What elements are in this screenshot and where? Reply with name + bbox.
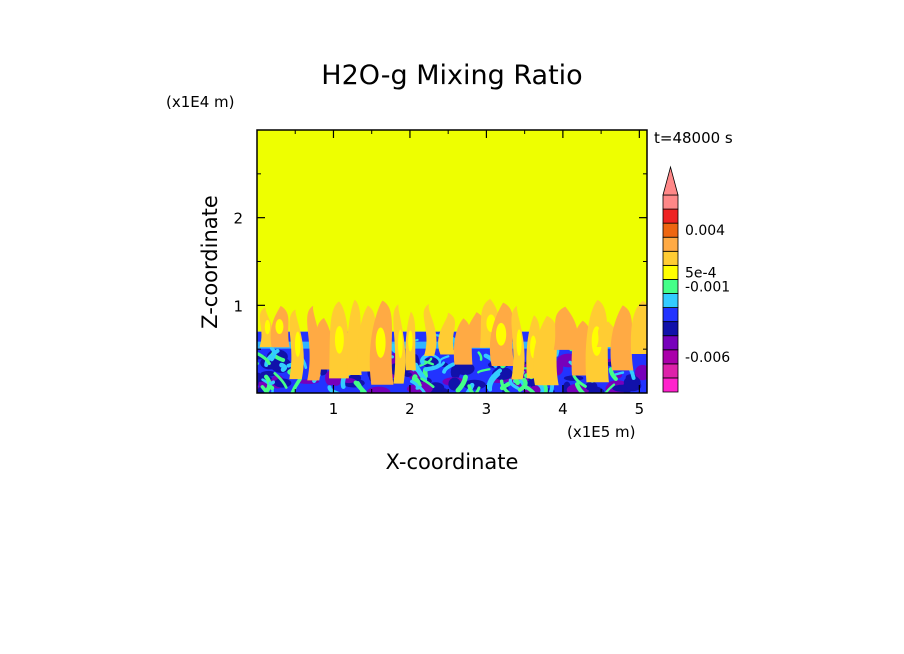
- field-blob: [585, 381, 598, 391]
- field-filament: [418, 385, 427, 393]
- field-filament: [613, 371, 625, 376]
- field-filament: [572, 374, 587, 388]
- field-filament: [486, 368, 503, 390]
- field-filament: [269, 385, 275, 391]
- field-filament: [608, 367, 618, 382]
- field-filament: [327, 385, 341, 393]
- field-filament: [467, 384, 475, 393]
- field-blob: [366, 386, 391, 393]
- field-filament: [524, 385, 536, 393]
- field-filament: [574, 382, 586, 393]
- field-filament: [410, 379, 419, 390]
- field-plume: [610, 305, 634, 371]
- x-scale-label: (x1E5 m): [567, 423, 636, 441]
- field-blob: [260, 370, 277, 377]
- colorbar: 0.004 5e-4-0.001 -0.006: [662, 165, 730, 393]
- y-tick-label: 1: [233, 297, 243, 315]
- axis-ticks: 1 2 3 4 5 1 2: [233, 130, 647, 418]
- field-blob: [635, 364, 647, 381]
- field-filament: [508, 378, 520, 390]
- colorbar-level: [662, 293, 679, 308]
- y-axis-label: Z-coordinate: [198, 195, 222, 329]
- field-blob: [450, 364, 461, 380]
- field-plume: [553, 306, 579, 350]
- field-blob: [440, 388, 449, 393]
- field-filament: [465, 382, 475, 393]
- field-blob: [623, 375, 641, 390]
- field-plume: [630, 300, 647, 355]
- x-tick-label: 2: [405, 400, 415, 418]
- field-plume-core: [398, 329, 403, 359]
- field-plume: [533, 315, 559, 386]
- colorbar-level: [662, 307, 679, 323]
- chart-title: H2O-g Mixing Ratio: [321, 60, 582, 91]
- field-filament: [517, 377, 528, 392]
- x-tick-label: 4: [558, 400, 568, 418]
- time-label: t=48000 s: [654, 129, 733, 147]
- field-filament: [424, 363, 441, 372]
- colorbar-level: [662, 194, 679, 210]
- field-filament: [442, 362, 455, 374]
- field-plume-core: [516, 329, 522, 356]
- colorbar-extend-arrow: [662, 165, 679, 196]
- field-filament: [604, 383, 616, 393]
- colorbar-level: [662, 250, 679, 266]
- colorbar-label: -0.006: [685, 350, 730, 366]
- x-tick-label: 5: [635, 400, 645, 418]
- x-axis-label: X-coordinate: [386, 450, 519, 474]
- field-plume: [438, 312, 456, 355]
- field-plume-core: [275, 319, 284, 335]
- field-filament: [477, 351, 483, 361]
- y-tick-label: 2: [233, 210, 243, 228]
- field-plume: [315, 317, 334, 370]
- colorbar-level: [662, 222, 679, 238]
- field-filament: [474, 386, 481, 393]
- field-plume-core: [375, 327, 386, 358]
- plot-area: [257, 130, 647, 393]
- field-plume-core: [495, 322, 507, 346]
- field-filament: [257, 361, 259, 366]
- field-filament: [477, 368, 491, 374]
- y-scale-label: (x1E4 m): [166, 93, 235, 111]
- colorbar-label: 5e-4: [685, 265, 717, 281]
- colorbar-label: -0.001: [685, 279, 730, 295]
- field-filament: [543, 383, 548, 393]
- colorbar-level: [662, 208, 679, 224]
- x-tick-label: 1: [329, 400, 339, 418]
- field-filament: [356, 381, 364, 393]
- field-plume-core: [294, 331, 301, 357]
- field-filament: [279, 362, 288, 372]
- field-filament: [269, 346, 277, 362]
- field-blob: [403, 372, 413, 378]
- colorbar-level: [662, 236, 679, 252]
- x-tick-label: 3: [482, 400, 492, 418]
- field-plume-core: [408, 330, 413, 352]
- colorbar-level: [662, 321, 679, 337]
- colorbar-label: 0.004: [685, 223, 725, 239]
- colorbar-level: [662, 377, 679, 393]
- field-filament: [499, 381, 512, 391]
- region-background: [257, 130, 647, 332]
- field-filament: [273, 371, 288, 389]
- field-plume-core: [334, 325, 344, 354]
- field-filament: [455, 374, 468, 393]
- colorbar-level: [662, 363, 679, 379]
- colorbar-level: [662, 335, 679, 351]
- field-filament: [268, 380, 276, 386]
- colorbar-level: [662, 264, 679, 280]
- colorbar-level: [662, 349, 679, 365]
- field-plume-core: [264, 319, 271, 335]
- field-plume: [423, 303, 437, 356]
- colorbar-level: [662, 279, 679, 294]
- field-filament: [290, 377, 302, 393]
- field-filament: [257, 352, 271, 366]
- field-filament: [420, 377, 435, 389]
